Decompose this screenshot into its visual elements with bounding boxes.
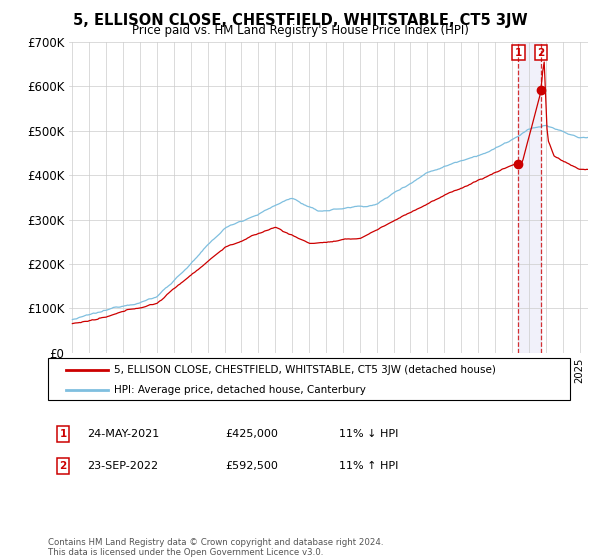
Text: Price paid vs. HM Land Registry's House Price Index (HPI): Price paid vs. HM Land Registry's House … <box>131 24 469 37</box>
Text: 24-MAY-2021: 24-MAY-2021 <box>87 429 159 439</box>
Text: 1: 1 <box>515 48 522 58</box>
Text: 11% ↓ HPI: 11% ↓ HPI <box>339 429 398 439</box>
Text: 1: 1 <box>59 429 67 439</box>
Text: £425,000: £425,000 <box>225 429 278 439</box>
Text: 23-SEP-2022: 23-SEP-2022 <box>87 461 158 471</box>
Text: 2: 2 <box>59 461 67 471</box>
Text: £592,500: £592,500 <box>225 461 278 471</box>
Text: 2: 2 <box>538 48 545 58</box>
Text: 11% ↑ HPI: 11% ↑ HPI <box>339 461 398 471</box>
Text: HPI: Average price, detached house, Canterbury: HPI: Average price, detached house, Cant… <box>114 385 366 395</box>
Bar <box>518 42 541 353</box>
Text: 5, ELLISON CLOSE, CHESTFIELD, WHITSTABLE, CT5 3JW (detached house): 5, ELLISON CLOSE, CHESTFIELD, WHITSTABLE… <box>114 365 496 375</box>
Text: 5, ELLISON CLOSE, CHESTFIELD, WHITSTABLE, CT5 3JW: 5, ELLISON CLOSE, CHESTFIELD, WHITSTABLE… <box>73 13 527 28</box>
Text: Contains HM Land Registry data © Crown copyright and database right 2024.
This d: Contains HM Land Registry data © Crown c… <box>48 538 383 557</box>
